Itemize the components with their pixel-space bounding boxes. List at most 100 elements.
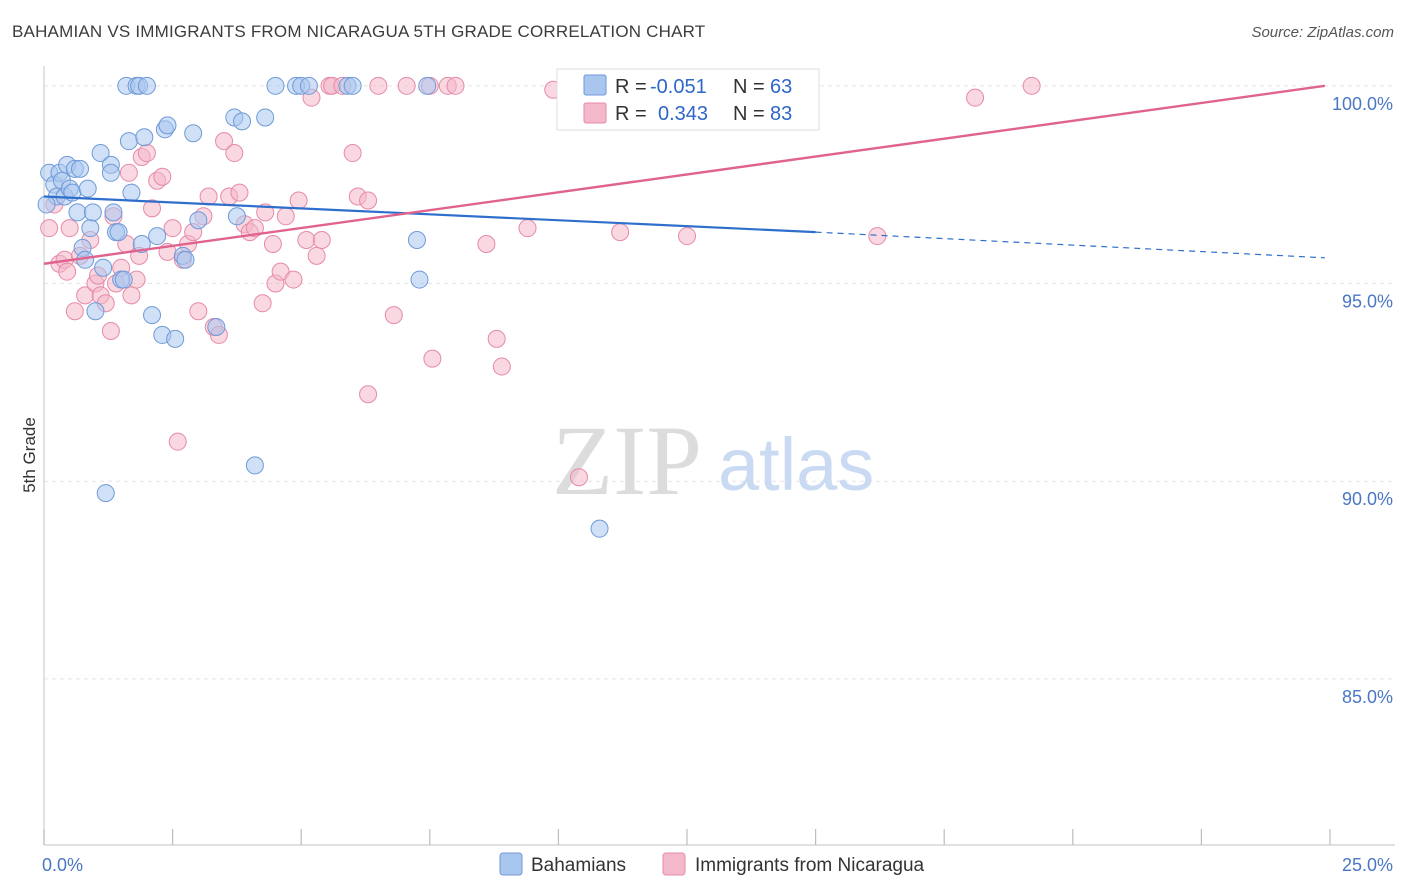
nicaragua-point <box>369 76 388 95</box>
nicaragua-point <box>271 262 290 281</box>
bahamians-point <box>207 318 226 337</box>
y-tick-label-2: 90.0% <box>1342 489 1393 509</box>
bahamians-point <box>245 456 264 475</box>
bahamians-point <box>137 76 156 95</box>
nicaragua-point <box>245 219 264 238</box>
stats-blue-n-label: N = <box>733 76 765 98</box>
bahamians-point <box>299 76 318 95</box>
nicaragua-point <box>492 357 511 376</box>
y-tick-labels: 100.0% 95.0% 90.0% 85.0% <box>1332 94 1393 707</box>
nicaragua-point <box>487 329 506 348</box>
gridlines <box>44 85 1395 680</box>
nicaragua-point <box>137 144 156 163</box>
legend-label-nicaragua: Immigrants from Nicaragua <box>695 855 925 876</box>
nicaragua-point <box>423 349 442 368</box>
x-tick-labels: 0.0% 25.0% <box>42 855 1393 875</box>
bahamians-point <box>227 207 246 226</box>
nicaragua-point <box>263 234 282 253</box>
bahamians-point <box>266 76 285 95</box>
nicaragua-point <box>446 76 465 95</box>
nicaragua-point <box>143 199 162 218</box>
chart-title: BAHAMIAN VS IMMIGRANTS FROM NICARAGUA 5T… <box>12 22 706 41</box>
stats-blue-r-value: -0.051 <box>650 76 707 98</box>
nicaragua-point <box>163 219 182 238</box>
nicaragua-point <box>477 234 496 253</box>
bahamians-point <box>410 270 429 289</box>
bahamians-point <box>158 116 177 135</box>
bahamians-point <box>119 132 138 151</box>
nicaragua-point <box>359 385 378 404</box>
nicaragua-point <box>297 231 316 250</box>
nicaragua-point <box>966 88 985 107</box>
legend-swatch-nicaragua <box>662 852 686 876</box>
watermark-zip: ZIP <box>552 405 702 516</box>
bahamians-point <box>104 203 123 222</box>
nicaragua-point <box>58 262 77 281</box>
bahamians-point <box>68 203 87 222</box>
bahamians-point <box>83 203 102 222</box>
legend-label-bahamians: Bahamians <box>531 855 626 876</box>
bahamians-point <box>114 270 133 289</box>
nicaragua-point <box>189 302 208 321</box>
stats-pink-swatch <box>583 102 607 124</box>
stats-pink-n-value: 83 <box>770 103 792 125</box>
bahamians-point <box>590 519 609 538</box>
nicaragua-point <box>343 144 362 163</box>
nicaragua-point <box>678 227 696 246</box>
nicaragua-point <box>215 132 234 151</box>
nicaragua-point <box>199 187 218 206</box>
y-tick-label-3: 85.0% <box>1342 687 1393 707</box>
bahamians-point <box>96 484 115 503</box>
nicaragua-point <box>256 203 275 222</box>
y-tick-label-1: 95.0% <box>1342 292 1393 312</box>
legend-item-nicaragua[interactable]: Immigrants from Nicaragua <box>662 852 925 876</box>
bahamians-point <box>109 223 128 242</box>
nicaragua-point <box>40 219 59 238</box>
bahamians-point <box>184 124 203 143</box>
bahamians-point <box>91 144 110 163</box>
bahamians-point <box>143 306 162 325</box>
nicaragua-point <box>153 167 172 186</box>
bahamians-point <box>86 302 105 321</box>
blue-points <box>37 76 609 538</box>
bahamians-point <box>176 250 195 269</box>
nicaragua-point <box>307 246 326 265</box>
nicaragua-point <box>65 302 84 321</box>
watermark-atlas: atlas <box>718 423 874 506</box>
stats-pink-n-label: N = <box>733 103 765 125</box>
bahamians-point <box>81 219 100 238</box>
bahamians-point <box>135 128 154 147</box>
nicaragua-point <box>397 76 416 95</box>
bahamians-point <box>233 112 252 131</box>
watermark: ZIP atlas <box>552 405 874 516</box>
bahamians-point <box>71 159 90 178</box>
nicaragua-point <box>384 306 403 325</box>
bahamians-point <box>78 179 97 198</box>
bahamians-point <box>94 258 113 277</box>
bahamians-point <box>418 76 437 95</box>
bahamians-point <box>37 195 56 214</box>
nicaragua-point <box>119 163 138 182</box>
y-tick-label-0: 100.0% <box>1332 94 1393 114</box>
y-axis-title: 5th Grade <box>20 417 39 493</box>
nicaragua-trend-line <box>43 84 1326 265</box>
legend: Bahamians Immigrants from Nicaragua <box>499 852 925 876</box>
legend-item-bahamians[interactable]: Bahamians <box>499 852 626 876</box>
bahamians-point <box>122 183 141 202</box>
bahamians-point <box>101 163 120 182</box>
stats-blue-r-label: R = <box>615 76 647 98</box>
bahamians-point <box>407 231 426 250</box>
nicaragua-point <box>230 183 249 202</box>
nicaragua-point <box>518 219 537 238</box>
nicaragua-point <box>284 270 303 289</box>
x-tick-label-1: 25.0% <box>1342 855 1393 875</box>
legend-swatch-bahamians <box>499 852 523 876</box>
nicaragua-point <box>569 468 588 487</box>
nicaragua-point <box>289 191 308 210</box>
nicaragua-point <box>611 223 630 242</box>
bahamians-point <box>343 76 362 95</box>
stats-blue-n-value: 63 <box>770 76 792 98</box>
nicaragua-point <box>101 321 120 340</box>
nicaragua-point <box>168 432 187 451</box>
